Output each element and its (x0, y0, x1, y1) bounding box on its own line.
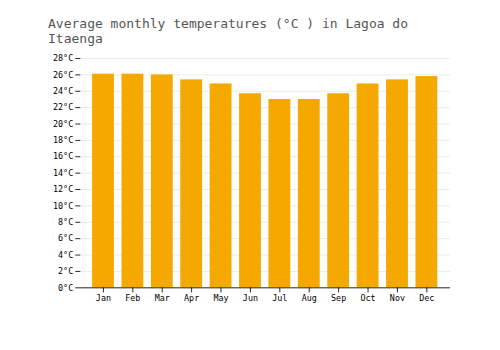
svg-text:28°C: 28°C (53, 53, 73, 63)
html-text:Average monthly temperatures (: Average monthly temperatures (°C ) in La… (48, 16, 408, 46)
svg-text:Jun: Jun (243, 293, 258, 303)
svg-text:4°C: 4°C (58, 250, 73, 260)
svg-text:Feb: Feb (125, 293, 140, 303)
svg-text:Sep: Sep (331, 293, 346, 303)
svg-text:Nov: Nov (390, 293, 405, 303)
svg-text:Oct: Oct (360, 293, 375, 303)
svg-text:18°C: 18°C (53, 135, 73, 145)
svg-text:24°C: 24°C (53, 86, 73, 96)
svg-text:10°C: 10°C (53, 201, 73, 211)
svg-text:6°C: 6°C (58, 233, 73, 243)
svg-text:14°C: 14°C (53, 168, 73, 178)
svg-text:Jul: Jul (272, 293, 287, 303)
svg-text:12°C: 12°C (53, 184, 73, 194)
svg-text:Aug: Aug (302, 293, 317, 303)
svg-text:0°C: 0°C (58, 283, 73, 293)
svg-text:16°C: 16°C (53, 151, 73, 161)
svg-text:8°C: 8°C (58, 217, 73, 227)
svg-text:26°C: 26°C (53, 70, 73, 80)
svg-text:Dec: Dec (419, 293, 434, 303)
svg-text:May: May (213, 293, 228, 303)
svg-text:Jan: Jan (96, 293, 111, 303)
svg-text:22°C: 22°C (53, 102, 73, 112)
svg-text:Mar: Mar (155, 293, 170, 303)
svg-text:20°C: 20°C (53, 119, 73, 129)
svg-text:2°C: 2°C (58, 266, 73, 276)
svg-text:Apr: Apr (184, 293, 199, 303)
